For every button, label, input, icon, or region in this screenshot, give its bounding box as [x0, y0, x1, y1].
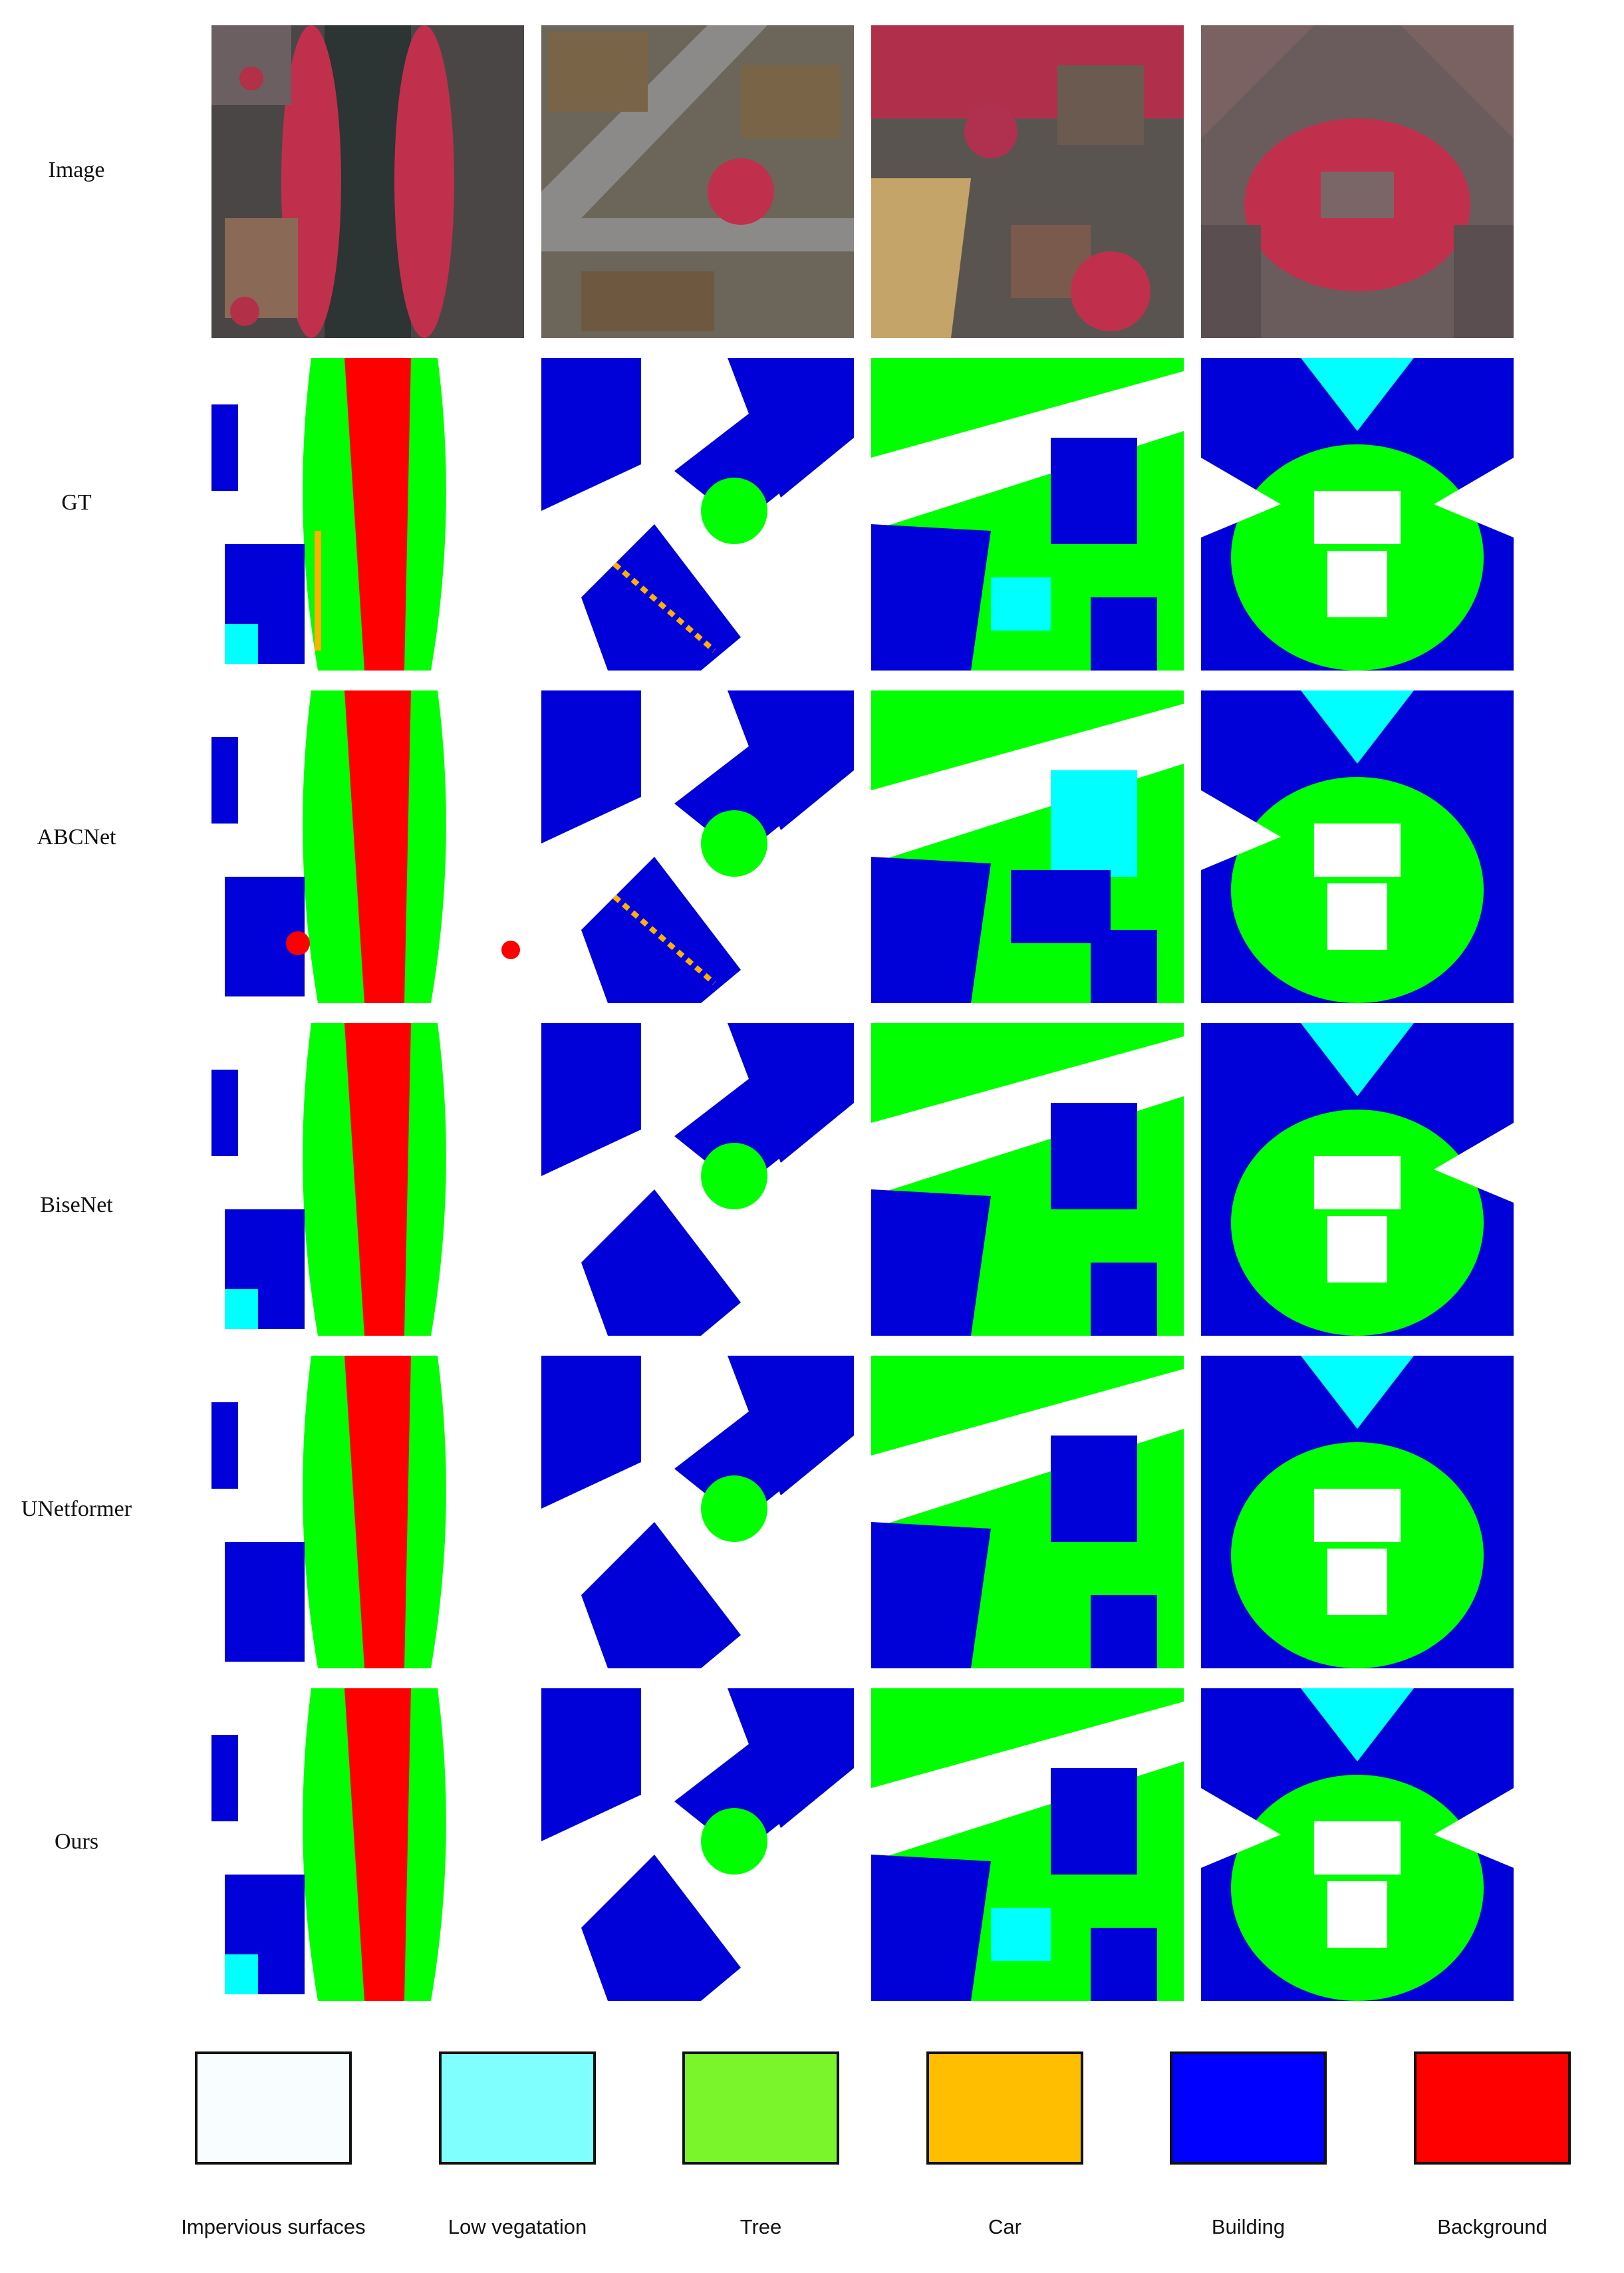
- legend-swatch-impervious: [195, 2051, 352, 2165]
- gt-tile-1: [211, 358, 524, 671]
- gt-tile-4: [1201, 358, 1514, 671]
- bisenet-tile-1: [211, 1023, 524, 1336]
- row-label-abcnet: ABCNet: [37, 825, 116, 849]
- row-label-ours: Ours: [54, 1829, 99, 1854]
- abcnet-tile-3: [871, 690, 1184, 1003]
- gt-tile-2: [541, 358, 854, 671]
- bisenet-tile-3: [871, 1023, 1184, 1336]
- legend-label-low-vegetation: Low vegatation: [448, 2215, 587, 2238]
- legend-label-tree: Tree: [740, 2215, 782, 2238]
- legend-swatch-tree: [682, 2051, 839, 2165]
- ours-tile-1: [211, 1688, 524, 2001]
- legend-label-background: Background: [1437, 2215, 1548, 2238]
- bisenet-tile-2: [541, 1023, 854, 1336]
- ours-tile-4: [1201, 1688, 1514, 2001]
- abcnet-tile-2: [541, 690, 854, 1003]
- gt-tile-3: [871, 358, 1184, 671]
- legend-swatch-car: [926, 2051, 1083, 2165]
- ours-tile-3: [871, 1688, 1184, 2001]
- row-label-image: Image: [48, 158, 105, 182]
- row-label-gt: GT: [61, 490, 92, 515]
- legend-label-impervious: Impervious surfaces: [181, 2215, 366, 2238]
- row-label-bisenet: BiseNet: [40, 1193, 113, 1217]
- unetformer-tile-2: [541, 1356, 854, 1668]
- abcnet-tile-1: [211, 690, 524, 1003]
- legend-label-building: Building: [1211, 2215, 1286, 2238]
- legend-swatch-background: [1414, 2051, 1571, 2165]
- legend-label-car: Car: [988, 2215, 1021, 2238]
- aerial-image-4: [1201, 25, 1514, 338]
- row-label-unetformer: UNetformer: [21, 1497, 132, 1521]
- ours-tile-2: [541, 1688, 854, 2001]
- aerial-image-2: [541, 25, 854, 338]
- unetformer-tile-1: [211, 1356, 524, 1668]
- aerial-image-3: [871, 25, 1184, 338]
- bisenet-tile-4: [1201, 1023, 1514, 1336]
- legend-swatch-building: [1170, 2051, 1327, 2165]
- unetformer-tile-4: [1201, 1356, 1514, 1668]
- legend-swatch-low-vegetation: [439, 2051, 596, 2165]
- aerial-image-1: [211, 25, 524, 338]
- abcnet-tile-4: [1201, 690, 1514, 1003]
- unetformer-tile-3: [871, 1356, 1184, 1668]
